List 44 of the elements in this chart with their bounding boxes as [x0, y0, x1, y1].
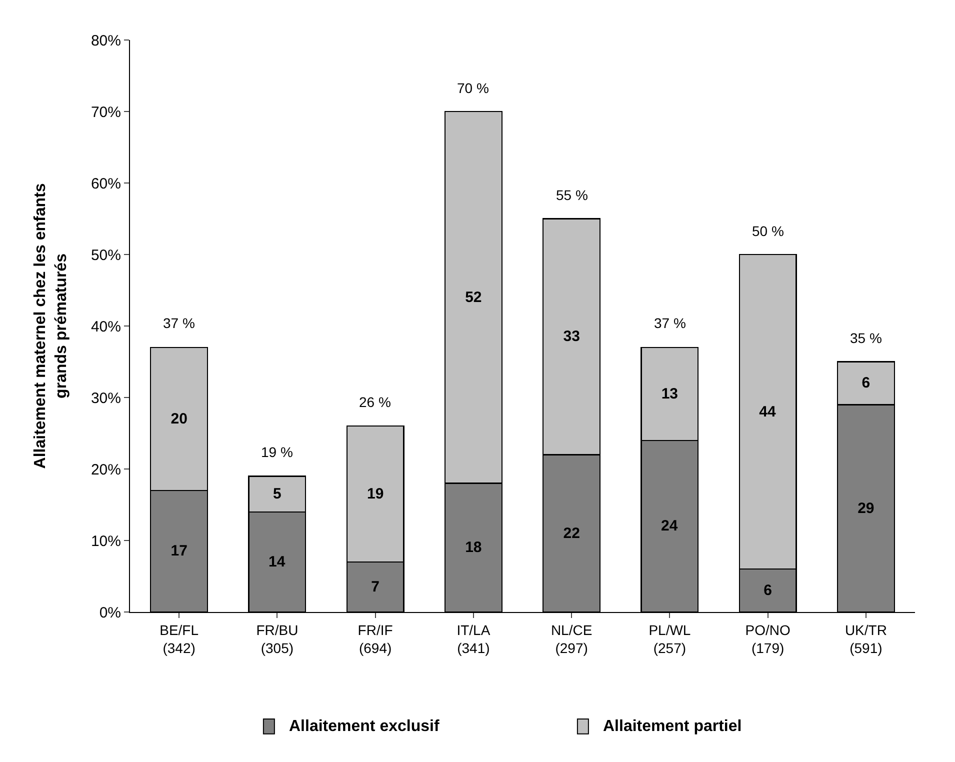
data-label: 6 [764, 582, 772, 600]
x-tick-label: BE/FL (342) [160, 622, 199, 656]
y-axis-title: Allaitement maternel chez les enfants grands prématurés [32, 183, 70, 469]
y-tick-label: 70% [90, 104, 121, 121]
data-label: 5 [273, 486, 282, 503]
legend-label: Allaitement partiel [603, 718, 742, 735]
x-tick-label: FR/BU (305) [256, 622, 298, 656]
total-label: 26 % [359, 394, 391, 410]
y-tick-label: 10% [90, 532, 121, 550]
y-tick-label: 80% [90, 32, 121, 50]
data-label: 13 [661, 385, 678, 402]
data-label: 17 [170, 542, 188, 560]
data-label: 22 [563, 524, 580, 542]
y-tick-label: 40% [90, 318, 121, 336]
data-label: 20 [170, 410, 188, 428]
legend-label: Allaitement exclusif [289, 718, 440, 735]
data-label: 52 [465, 288, 482, 306]
x-tick-label: UK/TR (591) [844, 622, 887, 656]
x-tick-label: FR/IF (694) [358, 622, 393, 656]
data-label: 29 [858, 500, 874, 517]
total-label: 37 % [163, 315, 195, 331]
data-label: 33 [563, 328, 580, 346]
x-tick-label: PO/NO (179) [745, 622, 790, 656]
data-label: 6 [862, 374, 870, 392]
total-label: 70 % [457, 80, 489, 96]
data-label: 18 [465, 539, 482, 556]
data-label: 19 [366, 486, 384, 503]
total-label: 35 % [850, 330, 882, 346]
total-label: 50 % [752, 223, 784, 239]
y-tick-label: 60% [90, 175, 121, 192]
data-label: 7 [371, 578, 380, 596]
data-label: 14 [268, 553, 286, 570]
total-label: 19 % [261, 444, 293, 460]
y-tick-label: 50% [90, 246, 121, 264]
y-tick-label: 0% [99, 604, 121, 622]
x-tick-label: NL/CE (297) [550, 622, 592, 656]
x-tick-label: PL/WL (257) [648, 622, 691, 656]
x-tick-label: IT/LA (341) [456, 622, 491, 656]
data-label: 24 [661, 518, 678, 535]
data-label: 44 [759, 403, 776, 420]
y-tick-label: 30% [90, 390, 121, 407]
total-label: 37 % [654, 315, 686, 331]
total-label: 55 % [556, 187, 588, 203]
y-tick-label: 20% [90, 461, 121, 478]
